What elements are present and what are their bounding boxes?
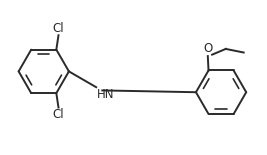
Text: O: O [203, 42, 213, 55]
Text: Cl: Cl [53, 108, 64, 121]
Text: HN: HN [97, 88, 114, 101]
Text: Cl: Cl [53, 22, 64, 35]
